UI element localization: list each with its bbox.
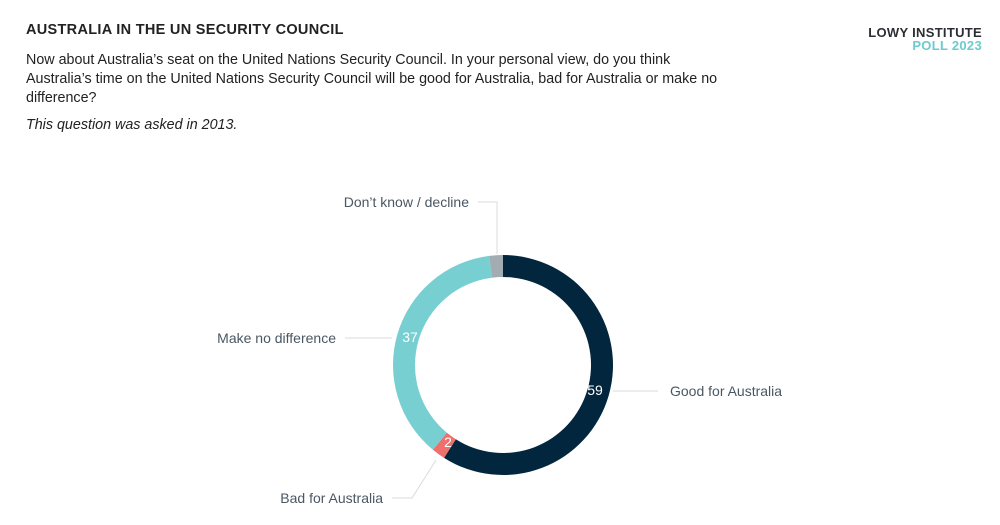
value-no-difference: 37 [402, 329, 418, 345]
value-good: 59 [587, 382, 603, 398]
label-no-difference: Make no difference [217, 330, 336, 346]
value-bad: 2 [444, 434, 452, 450]
slice-bad[interactable] [432, 432, 456, 458]
brand-poll-year: POLL 2023 [912, 38, 982, 53]
label-dont-know: Don’t know / decline [344, 194, 470, 210]
slice-good[interactable] [444, 255, 614, 475]
survey-question: Now about Australia’s seat on the United… [26, 52, 718, 106]
label-bad: Bad for Australia [280, 490, 383, 506]
brand-name: LOWY INSTITUTE [868, 25, 982, 40]
leader-line-dont-know [478, 201, 498, 254]
slice-dont-know[interactable] [489, 255, 503, 278]
leader-line-bad [392, 459, 437, 499]
donut-slices [393, 255, 614, 475]
chart-title: AUSTRALIA IN THE UN SECURITY COUNCIL [26, 22, 344, 38]
survey-note: This question was asked in 2013. [26, 117, 238, 133]
label-good: Good for Australia [670, 383, 782, 399]
brand-logo: LOWY INSTITUTE POLL 2023 [868, 26, 982, 52]
slice-no-difference[interactable] [393, 255, 492, 450]
